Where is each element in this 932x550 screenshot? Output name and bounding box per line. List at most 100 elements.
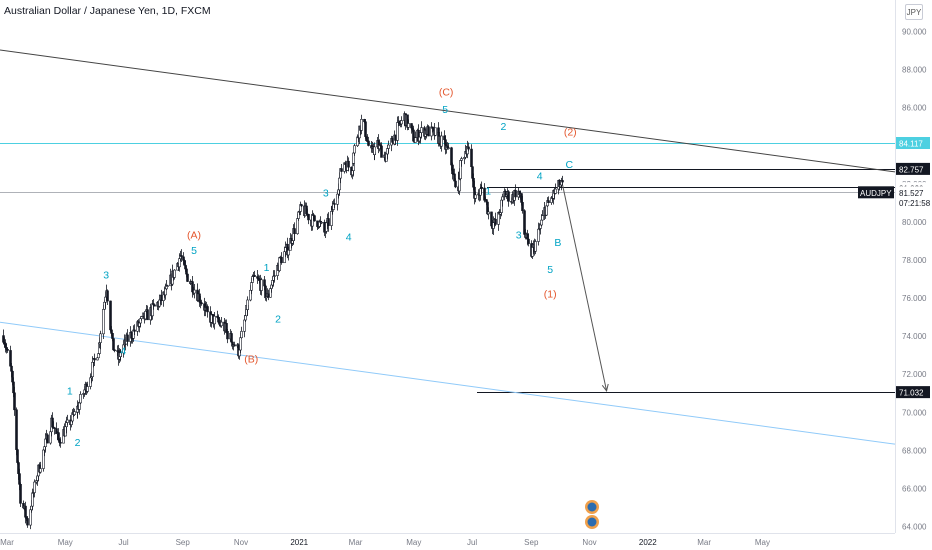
candle-body <box>99 333 102 343</box>
price-tick-label: 68.000 <box>902 446 927 455</box>
candle-body <box>434 127 437 136</box>
candle-body <box>280 256 283 264</box>
wave-label: B <box>554 237 561 249</box>
price-tick-label: 70.000 <box>902 408 927 417</box>
currency-button[interactable]: JPY <box>905 4 923 20</box>
projection-arrow <box>562 185 609 392</box>
time-tick-label: Nov <box>234 538 248 547</box>
candle-body <box>226 331 229 340</box>
candle-body <box>353 145 356 154</box>
candle-body <box>494 218 497 225</box>
symbol-tag-box <box>858 186 894 199</box>
wave-label: 4 <box>537 171 543 183</box>
countdown-box <box>896 197 930 209</box>
candle-body <box>501 196 504 201</box>
candle-body <box>186 273 189 282</box>
candle-body <box>541 215 544 221</box>
wave-label: 5 <box>191 245 197 257</box>
trend-lines <box>0 49 896 445</box>
candle-body <box>333 203 336 205</box>
candle-body <box>313 215 316 222</box>
candle-body <box>287 249 290 256</box>
candle-body <box>146 309 149 321</box>
time-tick-label: Mar <box>697 538 711 547</box>
candle-body <box>340 168 343 172</box>
candle-body <box>360 119 363 131</box>
candle-body <box>547 200 550 203</box>
candle-body <box>6 349 9 351</box>
wave-label: 3 <box>323 188 329 200</box>
time-tick-label: Sep <box>524 538 539 547</box>
candle-body <box>79 394 82 404</box>
candle-body <box>420 127 423 133</box>
event-icon-inner <box>587 517 597 527</box>
countdown: 07:21:58 <box>899 199 931 208</box>
candle-body <box>250 282 253 291</box>
candle-body <box>96 357 99 361</box>
candle-body <box>427 126 430 137</box>
candle-body <box>293 228 296 235</box>
candle-body <box>561 180 564 183</box>
wave-label: C <box>566 159 574 171</box>
wave-label: 5 <box>547 264 553 276</box>
candle-body <box>166 285 169 287</box>
candle-body <box>307 214 310 221</box>
candle-body <box>113 349 116 352</box>
candle-body <box>193 289 196 294</box>
horizontal-levels <box>0 143 895 393</box>
candle-body <box>109 300 112 331</box>
candle-body <box>206 306 209 313</box>
candle-body <box>527 238 530 244</box>
time-tick-label: Mar <box>0 538 14 547</box>
candle-body <box>240 331 243 339</box>
candle-body <box>93 358 96 361</box>
candle-body <box>467 146 470 150</box>
candle-body <box>173 269 176 278</box>
candle-body <box>485 199 488 203</box>
candle-body <box>373 146 376 155</box>
upper-trendline <box>0 49 896 173</box>
candle-body <box>414 137 417 143</box>
wave-label: (1) <box>544 289 557 301</box>
lower-channel <box>0 321 896 445</box>
candle-body <box>447 147 450 149</box>
candle-body <box>253 275 256 277</box>
wave-label: 1 <box>485 186 491 198</box>
price-tick-label: 86.000 <box>902 104 927 113</box>
candle-body <box>133 329 136 332</box>
candle-body <box>507 191 510 202</box>
price-axis: 64.000 66.000 68.000 70.000 72.000 74.000 76.0… <box>902 28 927 532</box>
time-tick-label: 2021 <box>290 538 308 547</box>
wave-label: (C) <box>439 87 454 99</box>
wave-label: 2 <box>500 121 506 133</box>
time-tick-label: May <box>755 538 770 547</box>
time-tick-label: Jul <box>467 538 477 547</box>
price-tick-label: 64.000 <box>902 523 927 532</box>
candle-body <box>387 144 390 149</box>
candle-body <box>450 147 453 166</box>
wave-label: 2 <box>75 437 81 449</box>
wave-label: 1 <box>67 386 73 398</box>
candle-body <box>380 145 383 158</box>
wave-label: 2 <box>275 313 281 325</box>
candle-body <box>364 121 367 137</box>
wave-label: (2) <box>564 127 577 139</box>
price-tick-label: 74.000 <box>902 332 927 341</box>
time-tick-label: Mar <box>349 538 363 547</box>
candle-body <box>540 219 543 226</box>
candle-body <box>106 290 109 302</box>
time-tick-label: Jul <box>118 538 128 547</box>
candle-body <box>554 188 557 194</box>
event-icons[interactable] <box>585 500 599 529</box>
candle-body <box>112 338 115 351</box>
candle-body <box>233 344 236 347</box>
candle-body <box>470 148 473 167</box>
level-tag: 82.757 <box>899 165 924 174</box>
candle-body <box>260 279 263 291</box>
price-tick-label: 88.000 <box>902 66 927 75</box>
wave-label: 5 <box>442 104 448 116</box>
arrow-shaft <box>562 185 608 391</box>
level-tag-box <box>896 137 930 150</box>
candle-body <box>102 308 105 335</box>
